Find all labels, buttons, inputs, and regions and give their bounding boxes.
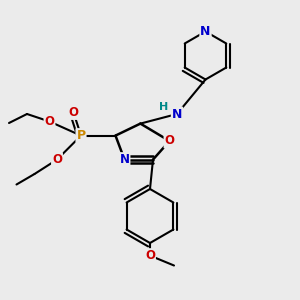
Text: O: O [44, 115, 55, 128]
Text: N: N [200, 25, 211, 38]
Text: P: P [76, 129, 85, 142]
Text: N: N [119, 153, 130, 166]
Text: O: O [164, 134, 175, 148]
Text: O: O [52, 153, 62, 166]
Text: N: N [172, 107, 182, 121]
Text: O: O [68, 106, 79, 119]
Text: H: H [159, 101, 168, 112]
Text: O: O [145, 249, 155, 262]
